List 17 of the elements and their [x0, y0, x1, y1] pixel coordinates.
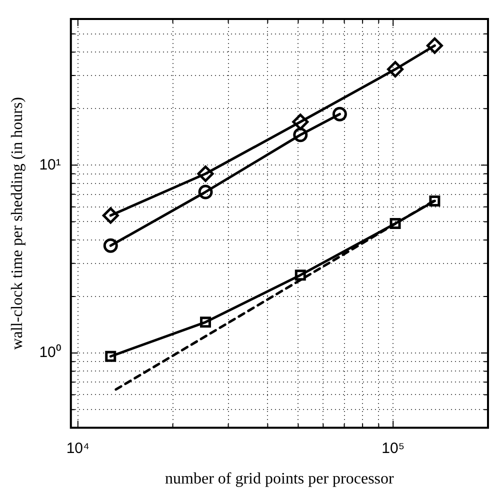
y-tick-label: 10⁰: [39, 344, 61, 362]
y-tick-label: 10¹: [39, 156, 61, 174]
point: [390, 218, 401, 230]
point: [387, 61, 404, 78]
point: [200, 316, 212, 328]
point: [197, 166, 214, 182]
x-tick-label: 10⁴: [66, 440, 90, 457]
point: [105, 350, 116, 362]
point: [293, 128, 308, 142]
point: [292, 114, 309, 130]
point: [103, 238, 118, 253]
y-axis-title: wall-clock time per shedding (in hours): [8, 96, 26, 350]
point: [102, 207, 119, 224]
x-tick-label: 10⁵: [382, 440, 405, 457]
x-axis-title: number of grid points per processor: [165, 470, 395, 488]
point: [294, 270, 306, 281]
point: [198, 184, 213, 200]
